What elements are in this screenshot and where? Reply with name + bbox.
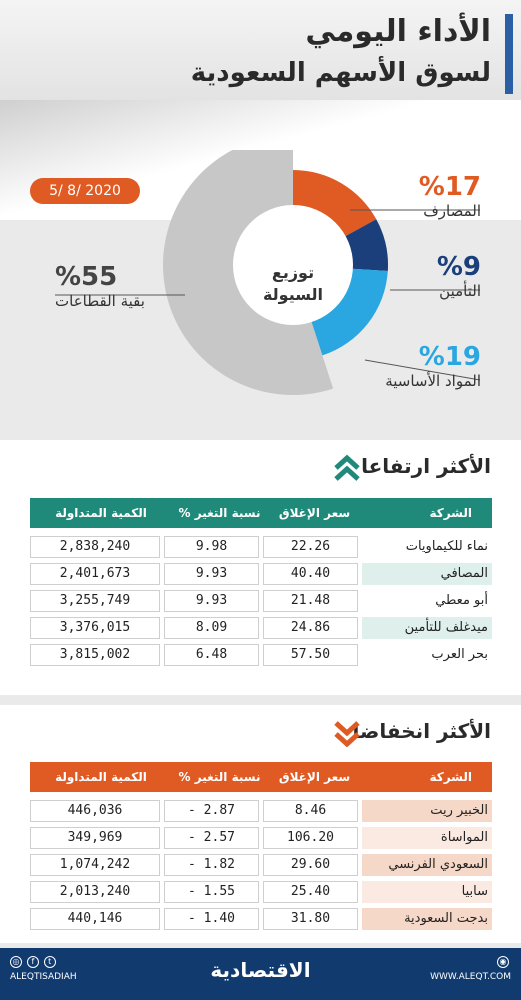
callout-others: %55 بقية القطاعات	[55, 262, 145, 310]
table-row: أبو معطي 21.48 9.93 3,255,749	[30, 590, 492, 612]
callout-line-materials	[364, 359, 481, 381]
insurance-pct: %9	[436, 252, 481, 282]
double-down-arrow-icon	[334, 721, 360, 747]
donut-center-line2: السيولة	[263, 285, 323, 304]
change-cell: 6.48	[164, 644, 259, 666]
liquidity-donut: توزيع السيولة	[55, 150, 481, 395]
table-row: الخبير ريت 8.46 2.87 -446,036	[30, 800, 492, 822]
volume-cell: 2,401,673	[30, 563, 160, 585]
materials-pct: %19	[418, 342, 481, 372]
close-cell: 40.40	[263, 563, 358, 585]
table-row: بحر العرب 57.50 6.48 3,815,002	[30, 644, 492, 666]
volume-cell: 2,838,240	[30, 536, 160, 558]
close-cell: 8.46	[263, 800, 358, 822]
col-close: سعر الإغلاق	[278, 506, 351, 520]
banks-label: المصارف	[423, 202, 481, 220]
volume-cell: 446,036	[30, 800, 160, 822]
volume-cell: 3,376,015	[30, 617, 160, 639]
company-cell: ميدغلف للتأمين	[362, 617, 492, 639]
others-pct: %55	[55, 262, 118, 292]
page-title: الأداء اليومي	[305, 14, 491, 49]
donut-center-line1: توزيع	[272, 263, 314, 282]
footer-website[interactable]: WWW.ALEQT.COM	[430, 972, 511, 982]
close-cell: 25.40	[263, 881, 358, 903]
company-cell: الخبير ريت	[362, 800, 492, 822]
company-cell: أبو معطي	[362, 590, 492, 612]
table-row: ميدغلف للتأمين 24.86 8.09 3,376,015	[30, 617, 492, 639]
page-subtitle: لسوق الأسهم السعودية	[190, 58, 491, 88]
close-cell: 29.60	[263, 854, 358, 876]
donut-center	[233, 205, 353, 325]
volume-cell: 2,013,240	[30, 881, 160, 903]
change-cell: 2.57 -	[164, 827, 259, 849]
col-volume: الكمية المتداولة	[55, 770, 147, 784]
company-cell: بحر العرب	[362, 644, 492, 666]
change-cell: 8.09	[164, 617, 259, 639]
change-cell: 1.82 -	[164, 854, 259, 876]
facebook-icon[interactable]: f	[26, 956, 39, 968]
table-row: بدجت السعودية 31.80 1.40 -440,146	[30, 908, 492, 930]
change-cell: 1.40 -	[164, 908, 259, 930]
col-close: سعر الإغلاق	[278, 770, 351, 784]
date-badge: 5/ 8/ 2020	[30, 178, 140, 204]
footer-website-block: ◉ WWW.ALEQT.COM	[430, 956, 511, 982]
gainers-title: الأكثر ارتفاعا	[361, 454, 491, 478]
close-cell: 57.50	[263, 644, 358, 666]
losers-section: الأكثر انخفاضا	[0, 705, 521, 943]
volume-cell: 3,815,002	[30, 644, 160, 666]
footer-social: ◎ f t ALEQTISADIAH	[10, 956, 77, 982]
col-change: نسبة التغير %	[178, 770, 261, 784]
col-volume: الكمية المتداولة	[55, 506, 147, 520]
col-change: نسبة التغير %	[178, 506, 261, 520]
company-cell: نماء للكيماويات	[362, 536, 492, 558]
change-cell: 9.93	[164, 563, 259, 585]
title-accent-bar	[505, 14, 513, 94]
others-label: بقية القطاعات	[55, 292, 145, 310]
instagram-icon[interactable]: ◎	[10, 956, 22, 968]
volume-cell: 440,146	[30, 908, 160, 930]
losers-title: الأكثر انخفاضا	[352, 719, 491, 743]
company-cell: المواساة	[362, 827, 492, 849]
footer: ◎ f t ALEQTISADIAH الاقتصادية ◉ WWW.ALEQ…	[0, 948, 521, 1000]
callout-materials: %19 المواد الأساسية	[385, 342, 481, 390]
close-cell: 24.86	[263, 617, 358, 639]
materials-label: المواد الأساسية	[385, 372, 481, 390]
change-cell: 1.55 -	[164, 881, 259, 903]
table-row: السعودي الفرنسي 29.60 1.82 -1,074,242	[30, 854, 492, 876]
volume-cell: 349,969	[30, 827, 160, 849]
close-cell: 22.26	[263, 536, 358, 558]
gainers-table-header: الشركة سعر الإغلاق نسبة التغير % الكمية …	[30, 498, 492, 528]
table-row: نماء للكيماويات 22.26 9.98 2,838,240	[30, 536, 492, 558]
liquidity-chart: توزيع السيولة %17 المصارف %9 التأمين %19…	[0, 150, 521, 440]
footer-handle: ALEQTISADIAH	[10, 972, 77, 982]
losers-table-header: الشركة سعر الإغلاق نسبة التغير % الكمية …	[30, 762, 492, 792]
close-cell: 106.20	[263, 827, 358, 849]
company-cell: سابيا	[362, 881, 492, 903]
table-row: المواساة 106.20 2.57 -349,969	[30, 827, 492, 849]
volume-cell: 1,074,242	[30, 854, 160, 876]
company-cell: السعودي الفرنسي	[362, 854, 492, 876]
close-cell: 21.48	[263, 590, 358, 612]
col-company: الشركة	[429, 770, 472, 784]
globe-icon: ◉	[497, 956, 509, 968]
company-cell: بدجت السعودية	[362, 908, 492, 930]
change-cell: 2.87 -	[164, 800, 259, 822]
banks-pct: %17	[418, 172, 481, 202]
callout-insurance: %9 التأمين	[437, 252, 481, 300]
change-cell: 9.93	[164, 590, 259, 612]
double-up-arrow-icon	[334, 454, 360, 481]
footer-logo: الاقتصادية	[210, 958, 311, 982]
close-cell: 31.80	[263, 908, 358, 930]
change-cell: 9.98	[164, 536, 259, 558]
volume-cell: 3,255,749	[30, 590, 160, 612]
twitter-icon[interactable]: t	[43, 956, 56, 968]
callout-banks: %17 المصارف	[419, 172, 481, 220]
company-cell: المصافي	[362, 563, 492, 585]
table-row: سابيا 25.40 1.55 -2,013,240	[30, 881, 492, 903]
table-row: المصافي 40.40 9.93 2,401,673	[30, 563, 492, 585]
col-company: الشركة	[429, 506, 472, 520]
insurance-label: التأمين	[439, 282, 481, 300]
